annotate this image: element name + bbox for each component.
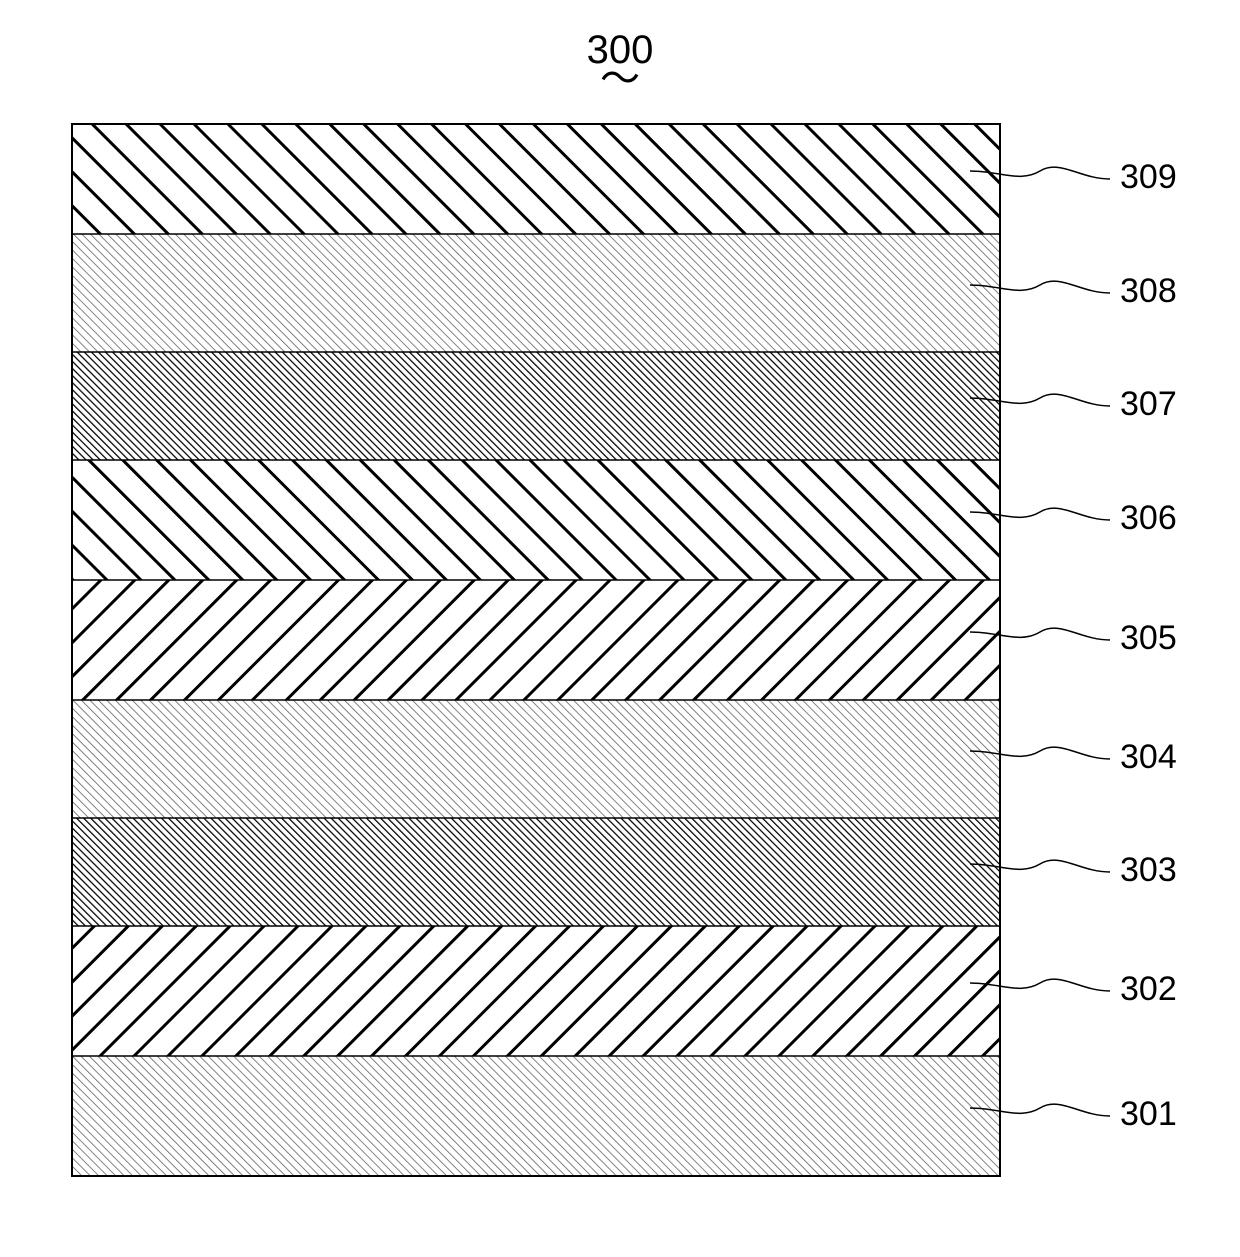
callout-label-301: 301 bbox=[1120, 1095, 1177, 1134]
callout-label-309: 309 bbox=[1120, 158, 1177, 197]
figure-page: 300 ～ 309 308 307 306 305 304 303 302 301 bbox=[0, 0, 1240, 1257]
layer-309 bbox=[72, 124, 1000, 234]
callout-label-303: 303 bbox=[1120, 851, 1177, 890]
callout-label-306: 306 bbox=[1120, 499, 1177, 538]
layer-306 bbox=[72, 460, 1000, 580]
callout-label-304: 304 bbox=[1120, 738, 1177, 777]
callout-label-305: 305 bbox=[1120, 619, 1177, 658]
callout-label-302: 302 bbox=[1120, 970, 1177, 1009]
layer-304 bbox=[72, 700, 1000, 818]
layer-308 bbox=[72, 234, 1000, 352]
layer-307 bbox=[72, 352, 1000, 460]
layer-301 bbox=[72, 1056, 1000, 1176]
layer-stack-diagram bbox=[0, 0, 1240, 1257]
layer-305 bbox=[72, 580, 1000, 700]
callout-label-307: 307 bbox=[1120, 385, 1177, 424]
layer-302 bbox=[72, 926, 1000, 1056]
layer-303 bbox=[72, 818, 1000, 926]
callout-label-308: 308 bbox=[1120, 272, 1177, 311]
figure-id-block: 300 ～ bbox=[0, 28, 1240, 85]
tilde-underline: ～ bbox=[0, 73, 1240, 85]
